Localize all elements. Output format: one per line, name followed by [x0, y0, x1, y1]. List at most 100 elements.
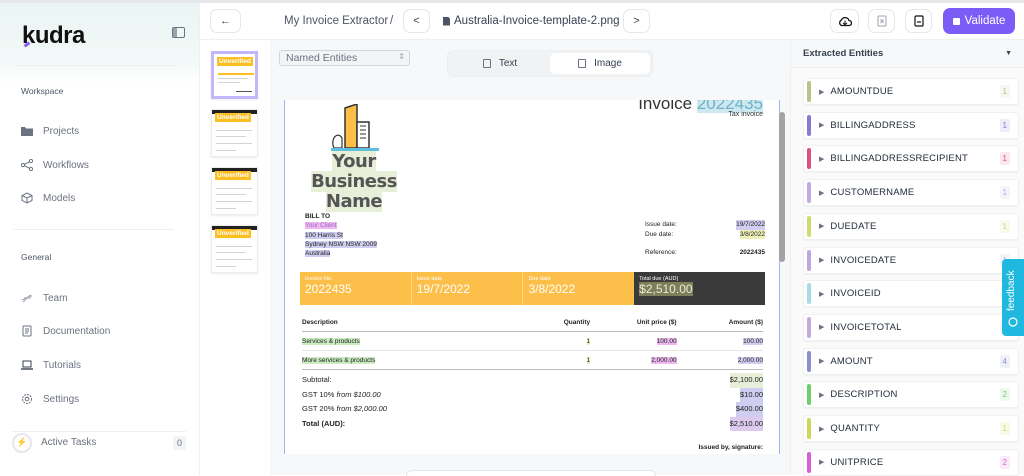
entity-type-select[interactable]: Named Entities — [279, 50, 410, 66]
expand-triangle-icon[interactable]: ▶ — [819, 257, 825, 264]
gst1-from: from $100.00 — [336, 389, 381, 399]
band-value: 3/8/2022 — [528, 282, 576, 296]
subtotal-value: $2,100.00 — [729, 373, 763, 388]
tab-label: Text — [498, 58, 518, 69]
band-label: Due date — [528, 276, 551, 282]
sidebar-item-team[interactable]: Team — [21, 292, 67, 304]
band-due-date: Due date 3/8/2022 — [523, 272, 635, 305]
table-row: Services & products 1 100.00 100.00 — [302, 332, 763, 351]
cloud-download-button[interactable] — [830, 9, 859, 33]
entity-item-billingaddress[interactable]: ▶ BILLINGADDRESS 1 — [803, 111, 1019, 139]
entity-name: CUSTOMERNAME — [830, 187, 915, 199]
entities-header[interactable]: Extracted Entities ▼ — [791, 40, 1024, 68]
entity-color-bar — [807, 418, 811, 439]
expand-triangle-icon[interactable]: ▶ — [819, 122, 825, 130]
export-document-button[interactable] — [905, 9, 932, 33]
browser-top-strip — [0, 0, 1024, 3]
bill-to-label: BILL TO — [305, 213, 331, 220]
entity-item-amount[interactable]: ▶ AMOUNT 4 — [803, 347, 1019, 375]
expand-triangle-icon[interactable]: ▶ — [819, 358, 825, 366]
expand-triangle-icon[interactable]: ▶ — [819, 459, 825, 467]
address-line3: Australia — [305, 250, 331, 258]
tab-text[interactable]: Text — [450, 53, 550, 74]
sidebar-item-tutorials[interactable]: Tutorials — [21, 359, 81, 371]
entity-item-invoicedate[interactable]: ▶INVOICEDATE1 — [803, 246, 1019, 274]
chevron-left-icon: < — [413, 15, 420, 27]
entity-item-quantity[interactable]: ▶ QUANTITY 1 — [803, 415, 1019, 442]
expand-triangle-icon[interactable]: ▶ — [819, 223, 825, 231]
caret-down-icon: ▼ — [1005, 50, 1012, 57]
entity-item-unitprice[interactable]: ▶ UNITPRICE 2 — [803, 448, 1019, 476]
top-header: ← My Invoice Extractor / < Australia-Inv… — [200, 3, 1024, 40]
band-label: Invoice No. — [305, 276, 333, 282]
sidebar-item-settings[interactable]: Settings — [21, 393, 79, 405]
breadcrumb-separator: / — [390, 15, 394, 27]
entity-item-amountdue[interactable]: ▶ AMOUNTDUE 1 — [803, 78, 1019, 105]
entity-color-bar — [807, 316, 811, 338]
line-items-table: Description Quantity Unit price ($) Amou… — [302, 319, 763, 370]
cell-amount: 100.00 — [743, 338, 763, 345]
back-button[interactable]: ← — [210, 9, 241, 33]
entity-name: INVOICEDATE — [830, 254, 897, 266]
cloud-download-icon — [838, 16, 852, 26]
thumbnail-3[interactable]: Unverified — [211, 167, 258, 215]
sidebar-item-workflows[interactable]: Workflows — [21, 159, 89, 171]
table-row: More services & products 1 2,000.00 2,00… — [302, 351, 763, 370]
cell-amount: 2,000.00 — [737, 357, 763, 364]
expand-triangle-icon[interactable]: ▶ — [819, 88, 825, 96]
divider — [14, 229, 174, 230]
client-name: Your Client — [305, 222, 337, 230]
unverified-badge: Unverified — [215, 171, 251, 180]
band-total-due: Total due (AUD) $2,510.00 — [634, 272, 766, 305]
business-name: Your Business Name — [301, 151, 407, 212]
sidebar-item-models[interactable]: Models — [21, 192, 75, 204]
chevron-right-icon: > — [633, 15, 640, 27]
document-icon — [21, 325, 33, 337]
export-excel-button[interactable] — [868, 9, 895, 33]
entity-item-description[interactable]: ▶ DESCRIPTION 2 — [803, 381, 1019, 409]
gst2-from: from $2,000.00 — [336, 404, 387, 413]
previous-file-button[interactable]: < — [403, 9, 430, 33]
entity-color-bar — [807, 81, 811, 102]
sidebar-item-label: Tutorials — [43, 359, 81, 371]
subtotal-label: Subtotal: — [302, 375, 332, 384]
thumb-header — [212, 226, 257, 230]
active-tasks[interactable]: ⚡ Active Tasks 0 — [12, 431, 186, 453]
thumbnail-4[interactable]: Unverified — [211, 225, 258, 273]
tab-image[interactable]: Image — [550, 53, 650, 74]
expand-triangle-icon[interactable]: ▶ — [819, 391, 825, 399]
column-header: Amount ($) — [728, 319, 763, 326]
column-header: Unit price ($) — [636, 319, 677, 326]
excel-file-icon — [877, 15, 886, 27]
entity-item-customername[interactable]: ▶ CUSTOMERNAME 1 — [803, 179, 1019, 207]
breadcrumb-filename: Australia-Invoice-template-2.png — [443, 15, 620, 27]
expand-triangle-icon[interactable]: ▶ — [819, 324, 825, 332]
entity-name: DESCRIPTION — [830, 389, 898, 401]
feedback-button[interactable]: feedback — [1002, 259, 1024, 336]
entity-item-duedate[interactable]: ▶ DUEDATE 1 — [803, 212, 1019, 240]
expand-triangle-icon[interactable]: ▶ — [819, 155, 825, 163]
document-scrollbar[interactable] — [779, 112, 785, 262]
gst1-value: $10.00 — [740, 387, 763, 402]
entity-color-bar — [807, 350, 811, 372]
sidebar-collapse-icon[interactable] — [172, 27, 185, 38]
expand-triangle-icon[interactable]: ▶ — [819, 425, 825, 433]
entity-count: 2 — [999, 455, 1010, 469]
thumb-line — [216, 130, 252, 131]
thumb-header — [212, 168, 257, 172]
sidebar-item-projects[interactable]: Projects — [21, 125, 79, 137]
entity-item-invoiceid[interactable]: ▶INVOICEID1 — [803, 280, 1019, 308]
expand-triangle-icon[interactable]: ▶ — [819, 290, 825, 298]
sidebar-item-documentation[interactable]: Documentation — [21, 325, 110, 337]
address-line2: Sydney NSW NSW 2009 — [305, 240, 377, 248]
kudra-logo[interactable]: kudra — [22, 22, 85, 49]
entity-item-invoicetotal[interactable]: ▶INVOICETOTAL1 — [803, 313, 1019, 341]
thumbnail-2[interactable]: Unverified — [211, 109, 258, 157]
sidebar-item-label: Projects — [43, 125, 80, 137]
breadcrumb-project[interactable]: My Invoice Extractor — [284, 15, 389, 27]
expand-triangle-icon[interactable]: ▶ — [819, 189, 825, 197]
entity-item-billingaddressrecipient[interactable]: ▶ BILLINGADDRESSRECIPIENT 1 — [803, 145, 1019, 173]
validate-button[interactable]: Validate — [943, 8, 1015, 34]
next-file-button[interactable]: > — [623, 9, 650, 33]
thumbnail-1[interactable]: Unverified — [211, 51, 258, 99]
